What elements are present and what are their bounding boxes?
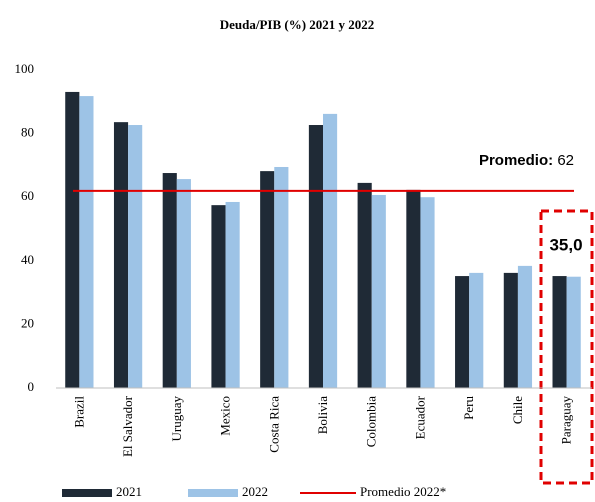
annotation: 35,0 [549, 235, 582, 254]
bar [274, 166, 289, 388]
bar [225, 201, 240, 388]
legend-label: 2022 [242, 484, 268, 499]
y-tick-label: 40 [21, 252, 34, 267]
legend-swatch [62, 489, 112, 497]
y-tick-label: 0 [28, 379, 35, 394]
bar [517, 265, 533, 388]
y-tick-label: 80 [21, 125, 34, 140]
bar [211, 205, 226, 388]
x-tick-label: Ecuador [412, 395, 427, 439]
x-tick-label: Uruguay [169, 396, 184, 442]
x-tick-label: Bolivia [315, 396, 330, 435]
bar [406, 189, 421, 388]
bar [260, 171, 275, 388]
x-tick-label: Colombia [364, 396, 379, 448]
y-tick-label: 20 [21, 315, 34, 330]
bar [323, 113, 338, 388]
bar [65, 91, 80, 388]
legend-label: Promedio 2022* [360, 484, 446, 499]
bar [113, 122, 129, 388]
bar [420, 197, 435, 388]
bar [371, 194, 386, 388]
x-tick-label: Brazil [71, 396, 86, 428]
average-label-value: 62 [557, 152, 574, 169]
legend-swatch [188, 489, 238, 497]
x-tick-label: Costa Rica [266, 396, 281, 453]
y-tick-label: 60 [21, 188, 34, 203]
bar [469, 272, 484, 388]
x-tick-label: Mexico [218, 396, 233, 436]
average-label: Promedio: 62 [479, 152, 574, 169]
x-tick-label: Chile [510, 396, 525, 424]
x-tick-label: El Salvador [120, 395, 135, 457]
bar [455, 276, 470, 388]
chart-title: Deuda/PIB (%) 2021 y 2022 [220, 17, 375, 32]
x-tick-label: Peru [461, 396, 476, 420]
bar [308, 125, 323, 388]
y-tick-label: 100 [15, 61, 35, 76]
average-label-name: Promedio: [479, 152, 553, 169]
bar [503, 272, 518, 388]
bar [162, 173, 177, 388]
bar [176, 179, 191, 388]
bar [552, 276, 567, 388]
highlight-box [539, 209, 594, 485]
bar [566, 276, 581, 388]
x-tick-label: Paraguay [559, 396, 574, 445]
bar [79, 96, 94, 389]
bar [357, 182, 372, 388]
legend-label: 2021 [116, 484, 142, 499]
bar [128, 125, 143, 388]
